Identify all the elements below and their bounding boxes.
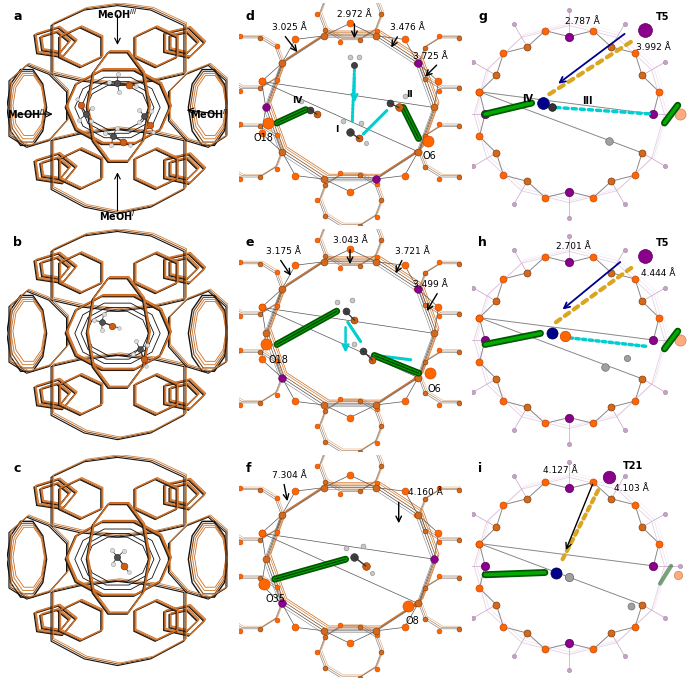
Text: g: g: [478, 10, 487, 23]
Text: IV: IV: [292, 97, 302, 105]
Text: 4.103 Å: 4.103 Å: [614, 484, 649, 493]
Text: d: d: [246, 10, 255, 23]
Text: MeOH$^{III}$: MeOH$^{III}$: [97, 7, 138, 20]
Text: 3.025 Å: 3.025 Å: [272, 23, 307, 32]
Text: O35: O35: [266, 594, 286, 604]
Text: c: c: [13, 462, 21, 475]
Text: a: a: [13, 10, 22, 23]
Text: O8: O8: [405, 616, 419, 626]
Text: 4.444 Å: 4.444 Å: [640, 269, 675, 278]
Text: MeOH$^{IV}$: MeOH$^{IV}$: [7, 107, 49, 121]
Text: 3.992 Å: 3.992 Å: [636, 44, 671, 52]
Text: T5: T5: [655, 12, 669, 22]
Text: 3.721 Å: 3.721 Å: [395, 247, 429, 256]
Text: 2.787 Å: 2.787 Å: [565, 16, 600, 26]
Text: O18: O18: [268, 355, 288, 365]
Text: II: II: [407, 90, 413, 99]
Text: i: i: [478, 462, 482, 475]
Text: 2.701 Å: 2.701 Å: [556, 243, 591, 252]
Text: 3.499 Å: 3.499 Å: [413, 280, 447, 289]
Text: T21: T21: [623, 461, 643, 471]
Text: 4.127 Å: 4.127 Å: [543, 466, 578, 475]
Text: T5: T5: [655, 237, 669, 248]
Text: O6: O6: [427, 384, 441, 394]
Text: 2.972 Å: 2.972 Å: [337, 10, 372, 19]
Text: 7.304 Å: 7.304 Å: [272, 471, 307, 479]
Text: 4.160 Å: 4.160 Å: [407, 488, 442, 497]
Text: 3.043 Å: 3.043 Å: [332, 236, 368, 245]
Text: h: h: [478, 236, 487, 249]
Text: 3.476 Å: 3.476 Å: [390, 23, 425, 32]
Text: 3.725 Å: 3.725 Å: [413, 52, 447, 61]
Text: MeOH$^{I}$: MeOH$^{I}$: [99, 209, 136, 222]
Text: e: e: [246, 236, 254, 249]
Text: IV: IV: [522, 94, 533, 103]
Text: b: b: [13, 236, 22, 249]
Text: O6: O6: [423, 151, 437, 161]
Text: I: I: [335, 125, 338, 134]
Text: f: f: [246, 462, 251, 475]
Text: O18: O18: [253, 133, 274, 143]
Text: III: III: [582, 96, 592, 106]
Text: MeOH$^{II}$: MeOH$^{II}$: [190, 107, 228, 121]
Text: 3.175 Å: 3.175 Å: [266, 247, 301, 256]
